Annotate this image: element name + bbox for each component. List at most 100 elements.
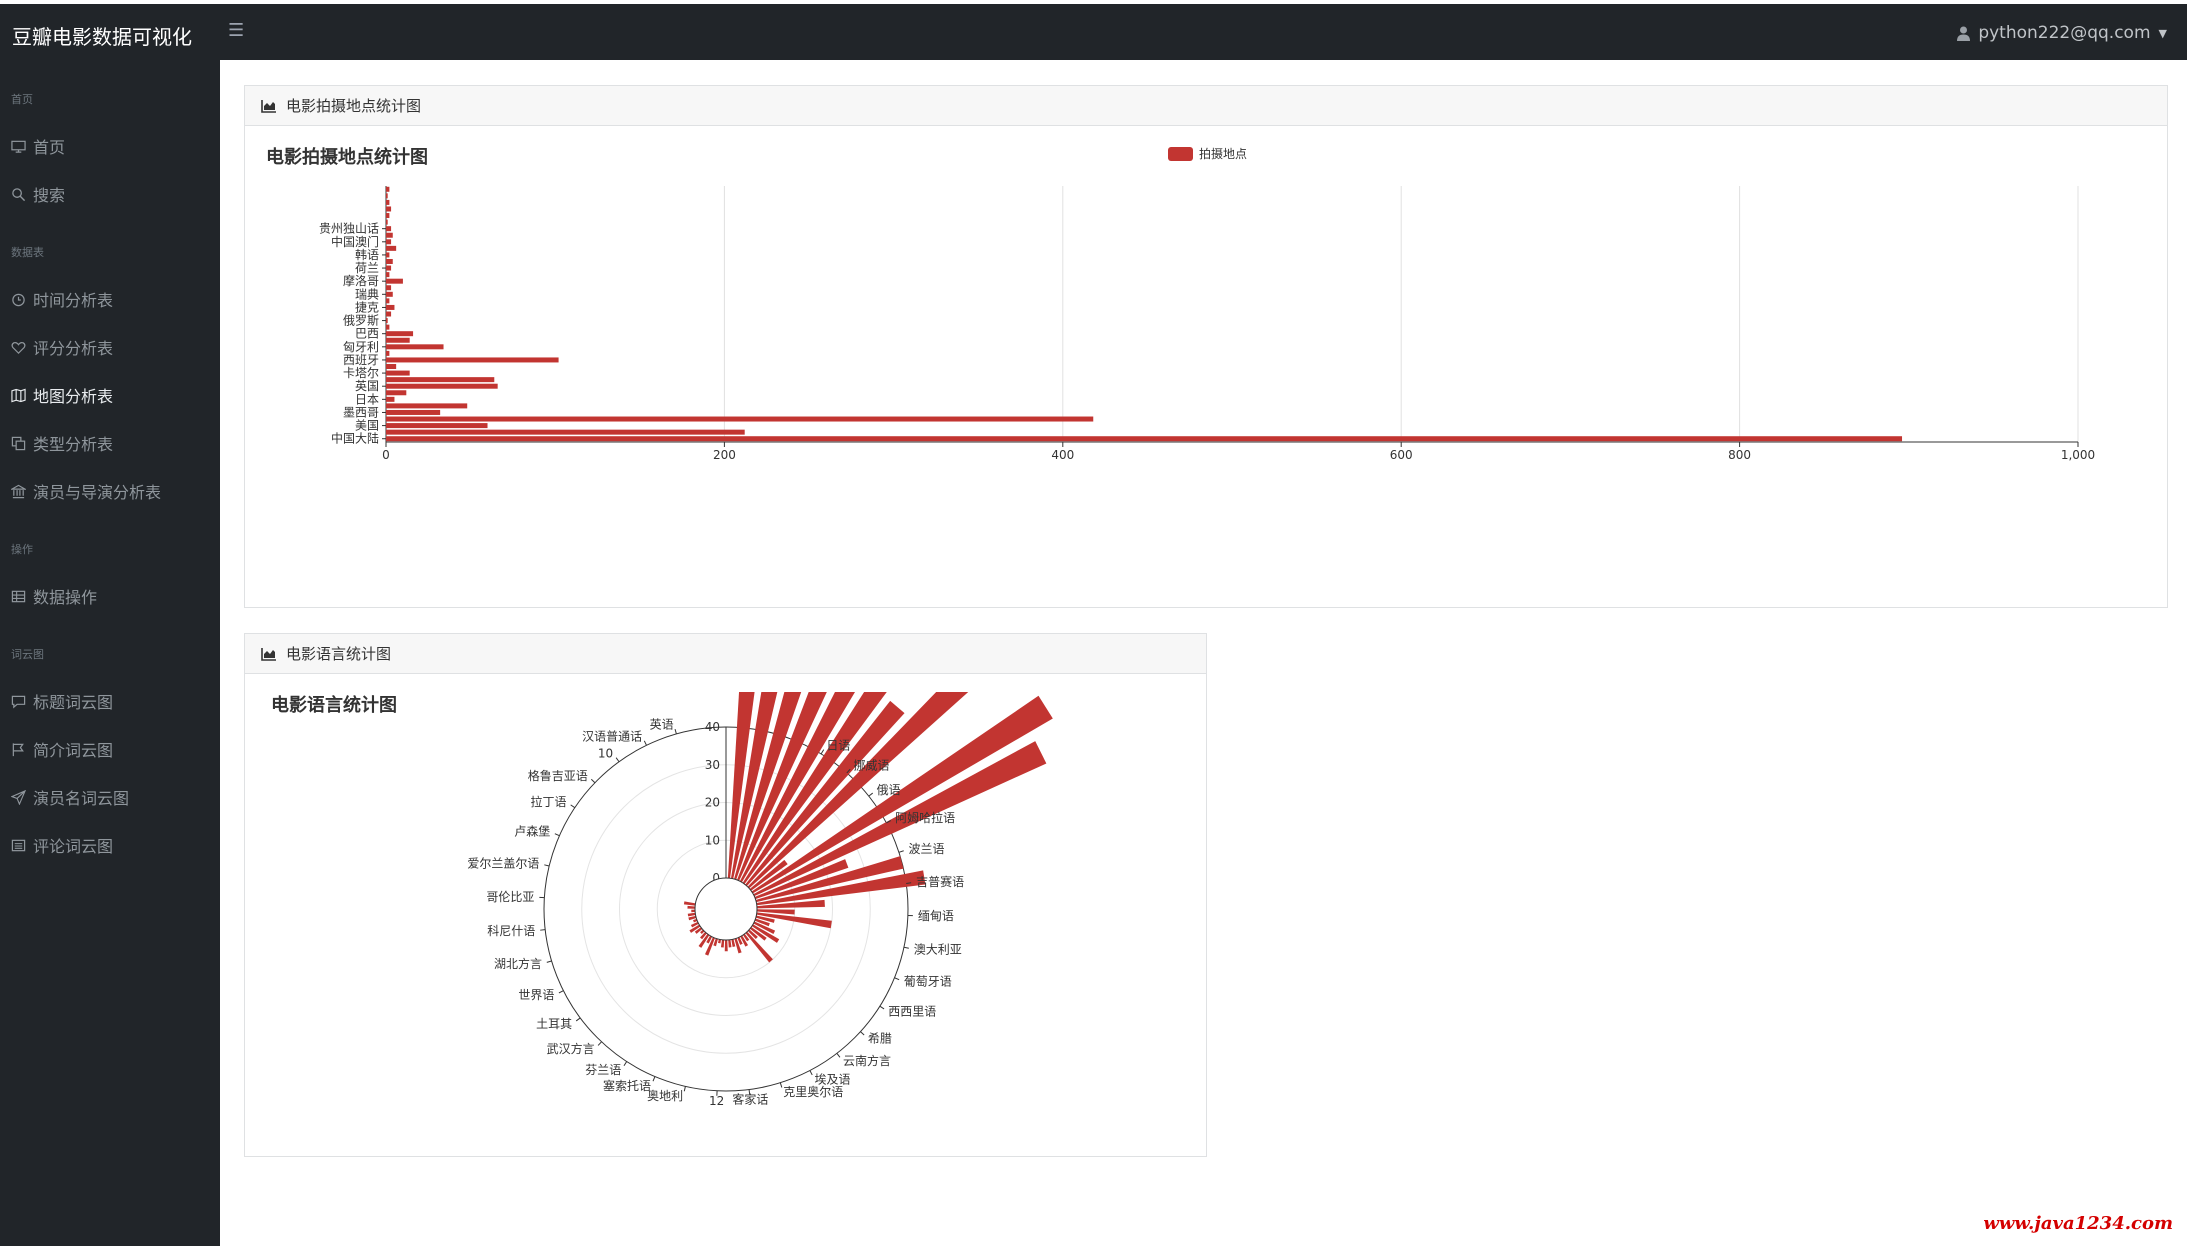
polar-bar	[749, 859, 788, 891]
r-tick-label: 0	[712, 871, 720, 885]
user-menu[interactable]: python222@qq.com ▼	[1957, 23, 2167, 43]
sidebar-item-map-analysis[interactable]: 地图分析表	[11, 383, 113, 407]
sidebar-item-label: 搜索	[33, 186, 66, 205]
polar-bar	[683, 901, 696, 906]
angle-tick	[570, 804, 576, 809]
polar-bar	[742, 933, 750, 942]
angle-label: 芬兰语	[585, 1063, 621, 1077]
bar	[386, 213, 390, 219]
angle-tick	[558, 990, 564, 994]
bar	[386, 186, 390, 192]
bar	[386, 377, 495, 383]
location-bar-chart: 拍摄地点 0 200 400 600 800 1,000 中国大陆美国墨西哥日本英国卡塔尔西班…	[319, 146, 2095, 462]
y-tick-label: 英国	[355, 379, 379, 393]
bar	[386, 337, 410, 343]
bar	[386, 436, 1903, 442]
angle-tick	[748, 1089, 751, 1095]
polar-bar	[754, 859, 849, 900]
top-navbar: 豆瓣电影数据可视化 ☰ python222@qq.com ▼	[0, 0, 2187, 60]
sidebar-item-search[interactable]: 搜索	[11, 182, 65, 206]
angle-label: 拉丁语	[531, 794, 567, 809]
sidebar-item-rating-analysis[interactable]: 评分分析表	[11, 335, 113, 359]
table-icon	[11, 590, 26, 602]
chart-title: 电影语言统计图	[271, 695, 397, 716]
sidebar-item-intro-wordcloud[interactable]: 简介词云图	[11, 737, 113, 761]
bar	[386, 285, 392, 291]
bar	[386, 258, 393, 264]
area-chart-icon	[261, 647, 276, 661]
angle-label: 爱尔兰盖尔语	[467, 856, 539, 871]
polar-bar	[753, 921, 776, 935]
bar	[386, 409, 441, 415]
angle-label: 克里奥尔语	[783, 1084, 843, 1099]
clock-icon	[12, 293, 25, 306]
language-polar-chart: 0 10 20 30 40 日语挪威语俄语阿姆哈拉语波兰语吉普赛语缅甸语澳大利亚葡萄牙语西…	[467, 692, 1053, 1108]
angle-label: 10	[598, 747, 613, 761]
sidebar-item-label: 标题词云图	[33, 693, 114, 712]
x-tick-label: 600	[1390, 448, 1413, 462]
angle-tick	[643, 740, 647, 746]
legend-label: 拍摄地点	[1199, 146, 1247, 161]
copy-icon	[11, 436, 26, 450]
polar-bar	[689, 924, 701, 933]
r-tick-label: 30	[705, 758, 720, 772]
card-title: 电影拍摄地点统计图	[286, 97, 422, 115]
search-icon	[12, 187, 26, 201]
angle-label: 缅甸语	[918, 909, 954, 923]
bar	[386, 423, 488, 429]
polar-bar	[720, 939, 725, 948]
angle-label: 哥伦比亚	[486, 889, 534, 904]
sidebar-item-label: 地图分析表	[33, 387, 114, 406]
sidebar-item-label: 演员名词云图	[33, 789, 130, 808]
polar-bar	[740, 935, 749, 947]
y-tick-label: 俄罗斯	[343, 314, 379, 328]
polar-bar	[749, 926, 767, 941]
angle-label: 客家话	[732, 1091, 768, 1106]
menu-toggle-icon[interactable]: ☰	[228, 20, 245, 41]
polar-bar	[727, 692, 755, 879]
angle-tick	[868, 792, 874, 797]
sidebar-item-data-operations[interactable]: 数据操作	[11, 584, 97, 608]
sidebar-item-label: 演员与导演分析表	[33, 483, 162, 502]
angle-tick	[590, 778, 596, 784]
angle-tick	[615, 757, 620, 763]
monitor-icon	[11, 140, 26, 153]
sidebar-item-title-wordcloud[interactable]: 标题词云图	[11, 689, 113, 713]
bar	[386, 344, 444, 350]
angle-tick	[894, 977, 900, 981]
x-tick-label: 800	[1728, 448, 1751, 462]
angle-tick	[623, 1061, 628, 1066]
app-title[interactable]: 豆瓣电影数据可视化	[12, 25, 192, 49]
bar	[386, 252, 390, 258]
y-tick-label: 日本	[355, 392, 379, 406]
bar	[386, 350, 390, 356]
y-tick-label: 墨西哥	[343, 405, 379, 419]
sidebar-item-label: 评分分析表	[33, 339, 114, 358]
sidebar-item-label: 类型分析表	[33, 435, 114, 454]
sidebar-item-time-analysis[interactable]: 时间分析表	[11, 287, 113, 311]
angle-tick	[836, 1053, 841, 1058]
angle-tick	[597, 1041, 602, 1046]
bank-icon	[11, 484, 26, 498]
sidebar-item-label: 简介词云图	[33, 741, 114, 760]
angle-label: 阿姆哈拉语	[895, 810, 955, 825]
polar-bar	[756, 899, 825, 909]
angle-label: 科尼什语	[487, 924, 535, 938]
bar	[386, 416, 1094, 422]
sidebar-item-actor-wordcloud[interactable]: 演员名词云图	[11, 785, 129, 809]
polar-bar	[713, 938, 718, 947]
sidebar-item-comment-wordcloud[interactable]: 评论词云图	[11, 833, 113, 857]
polar-bar	[706, 935, 713, 944]
bar	[386, 272, 390, 278]
sidebar-item-type-analysis[interactable]: 类型分析表	[11, 431, 113, 455]
angle-label: 卢森堡	[514, 824, 550, 839]
sidebar-item-home[interactable]: 首页	[11, 134, 65, 158]
location-chart-card: 电影拍摄地点统计图 电影拍摄地点统计图 拍摄地点 0 200 400 600 800 1,0…	[244, 85, 2168, 608]
bar	[386, 357, 559, 363]
sidebar-item-actor-director-analysis[interactable]: 演员与导演分析表	[11, 479, 161, 503]
polar-bar	[688, 915, 697, 921]
angle-tick	[846, 768, 851, 774]
polar-bar	[693, 918, 698, 923]
bar	[386, 245, 397, 251]
angle-tick	[540, 929, 546, 931]
